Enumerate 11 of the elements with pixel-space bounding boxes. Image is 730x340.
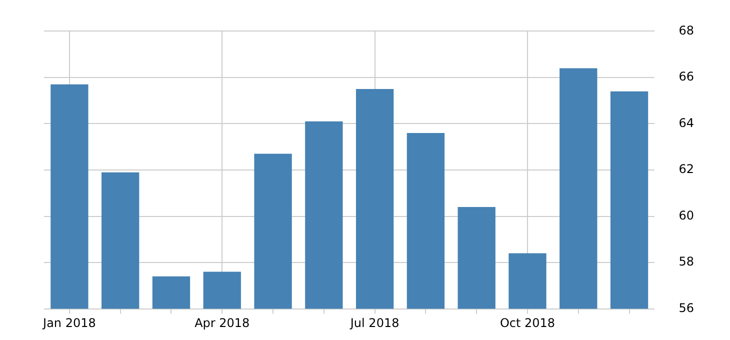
x-tick-label: Oct 2018 bbox=[500, 316, 556, 330]
x-tick-label: Jan 2018 bbox=[42, 316, 96, 330]
y-tick-label: 64 bbox=[678, 116, 694, 130]
y-tick-label: 58 bbox=[678, 254, 694, 269]
y-tick-label: 56 bbox=[678, 300, 694, 315]
y-tick-label: 60 bbox=[678, 208, 694, 222]
x-tick-label: Jul 2018 bbox=[349, 316, 400, 330]
y-tick-label: 62 bbox=[678, 162, 694, 176]
y-tick-label: 66 bbox=[678, 70, 694, 84]
x-tick-label: Apr 2018 bbox=[194, 316, 250, 330]
y-tick-label: 68 bbox=[678, 23, 694, 38]
